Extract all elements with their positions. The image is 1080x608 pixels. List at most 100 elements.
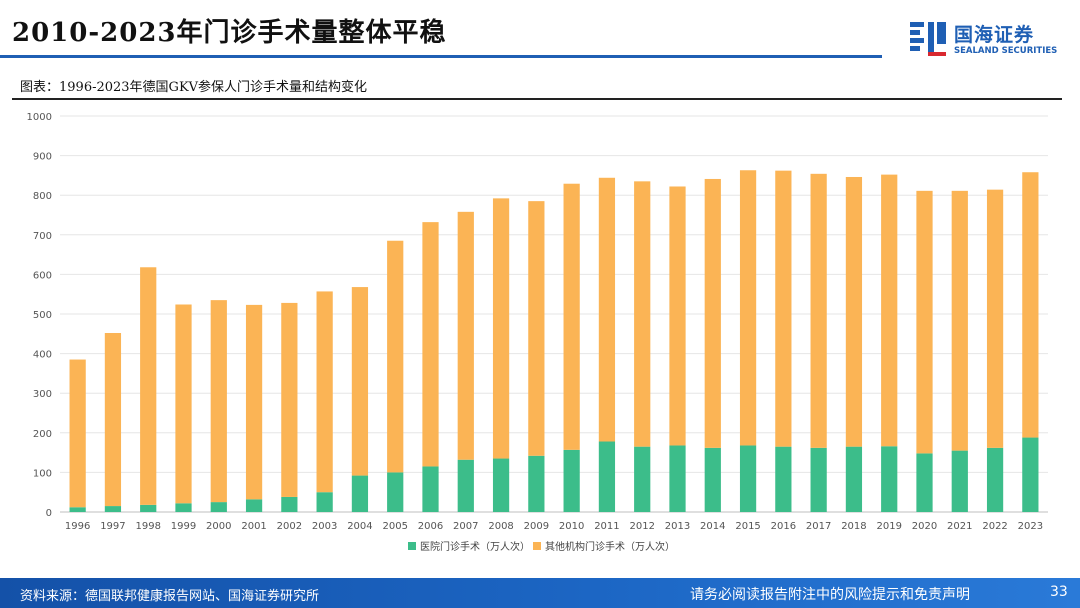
x-tick-label: 2009 xyxy=(524,521,549,532)
x-tick-label: 2015 xyxy=(735,521,760,532)
x-tick-label: 2019 xyxy=(876,521,901,532)
legend-label: 医院门诊手术（万人次） xyxy=(420,540,530,553)
bar-hospital xyxy=(316,492,333,512)
logo-chinese-name: 国海证券 xyxy=(954,24,1035,46)
bar-hospital xyxy=(492,458,510,512)
bar-other xyxy=(175,304,192,504)
bar-other xyxy=(528,201,545,456)
bar-hospital xyxy=(810,447,827,512)
page-title: 2010-2023年门诊手术量整体平稳 xyxy=(12,18,447,48)
bar-other xyxy=(351,287,369,476)
bar-other xyxy=(845,176,863,447)
bar-hospital xyxy=(916,453,933,512)
bar-hospital xyxy=(845,446,863,512)
data-source: 资料来源：德国联邦健康报告网站、国海证券研究所 xyxy=(20,589,320,604)
x-tick-label: 2011 xyxy=(594,521,619,532)
bar-hospital xyxy=(422,466,439,512)
x-tick-label: 2012 xyxy=(629,521,654,532)
legend-swatch xyxy=(408,542,416,550)
y-tick-label: 600 xyxy=(33,270,52,281)
y-tick-label: 100 xyxy=(33,468,52,479)
bar-other xyxy=(281,302,298,497)
bar-other xyxy=(69,359,86,508)
bar-hospital xyxy=(634,446,651,512)
x-tick-label: 2010 xyxy=(559,521,584,532)
bar-hospital xyxy=(387,472,404,512)
x-tick-label: 2007 xyxy=(453,521,478,532)
bar-other xyxy=(916,190,933,454)
bar-other xyxy=(986,189,1004,448)
bar-hospital xyxy=(281,496,298,512)
bar-other xyxy=(951,190,968,451)
x-tick-label: 1998 xyxy=(135,521,160,532)
legend-label: 其他机构门诊手术（万人次） xyxy=(545,540,675,553)
x-tick-label: 1999 xyxy=(171,521,196,532)
bar-other xyxy=(563,183,580,450)
company-logo: 国海证券 SEALAND SECURITIES xyxy=(908,18,1068,60)
page-number: 33 xyxy=(1050,584,1068,600)
bar-other xyxy=(457,211,474,460)
bar-hospital xyxy=(951,450,968,512)
x-tick-label: 2002 xyxy=(277,521,302,532)
bar-other xyxy=(810,173,827,448)
y-tick-label: 900 xyxy=(33,152,52,163)
y-tick-label: 300 xyxy=(33,389,52,400)
bar-other xyxy=(104,333,122,507)
bar-other xyxy=(669,186,686,446)
bar-hospital xyxy=(881,446,898,512)
bar-hospital xyxy=(104,506,122,512)
x-tick-label: 2022 xyxy=(982,521,1007,532)
bar-hospital xyxy=(986,447,1004,512)
x-tick-label: 2021 xyxy=(947,521,972,532)
bar-hospital xyxy=(351,475,369,512)
bar-other xyxy=(704,178,721,448)
legend-swatch xyxy=(533,542,541,550)
x-tick-label: 2006 xyxy=(418,521,443,532)
figure-caption: 图表：1996-2023年德国GKV参保人门诊手术量和结构变化 xyxy=(20,80,368,95)
bar-other xyxy=(775,170,792,447)
bar-hospital xyxy=(739,445,757,512)
y-tick-label: 800 xyxy=(33,191,52,202)
bar-hospital xyxy=(669,445,686,512)
x-tick-label: 2017 xyxy=(806,521,831,532)
x-tick-label: 2000 xyxy=(206,521,231,532)
x-tick-label: 2023 xyxy=(1018,521,1043,532)
bar-other xyxy=(492,198,510,459)
caption-rule xyxy=(12,98,1062,100)
bar-hospital xyxy=(69,507,86,512)
bar-other xyxy=(1022,172,1039,438)
bar-hospital xyxy=(598,441,616,512)
x-tick-label: 2014 xyxy=(700,521,725,532)
x-tick-label: 2005 xyxy=(382,521,407,532)
bar-hospital xyxy=(528,455,545,512)
bar-hospital xyxy=(1022,437,1039,512)
x-tick-label: 2008 xyxy=(488,521,513,532)
logo-english-name: SEALAND SECURITIES xyxy=(954,46,1058,56)
disclaimer-text: 请务必阅读报告附注中的风险提示和免责声明 xyxy=(690,587,970,603)
bar-other xyxy=(140,267,157,505)
x-tick-label: 2020 xyxy=(912,521,937,532)
bar-hospital xyxy=(140,504,157,512)
bar-other xyxy=(881,174,898,447)
bar-hospital xyxy=(210,502,227,512)
x-tick-label: 1996 xyxy=(65,521,90,532)
y-tick-label: 700 xyxy=(33,231,52,242)
x-tick-label: 2013 xyxy=(665,521,690,532)
y-tick-label: 400 xyxy=(33,350,52,361)
bar-other xyxy=(422,222,439,467)
bar-other xyxy=(316,291,333,493)
x-tick-label: 2018 xyxy=(841,521,866,532)
y-tick-label: 0 xyxy=(46,508,52,519)
x-tick-label: 1997 xyxy=(100,521,125,532)
bar-hospital xyxy=(563,449,580,512)
bar-other xyxy=(634,181,651,447)
bar-hospital xyxy=(457,459,474,512)
bar-other xyxy=(739,170,757,446)
bar-hospital xyxy=(775,446,792,512)
bar-other xyxy=(598,177,616,442)
y-tick-label: 1000 xyxy=(27,112,52,123)
bar-hospital xyxy=(245,499,263,512)
bar-other xyxy=(245,304,263,500)
stacked-bar-chart: 0 100 200 300 400 500 600 700 800 900 1000 1996 1997… xyxy=(27,112,1048,553)
sealand-logo-icon xyxy=(910,22,946,56)
